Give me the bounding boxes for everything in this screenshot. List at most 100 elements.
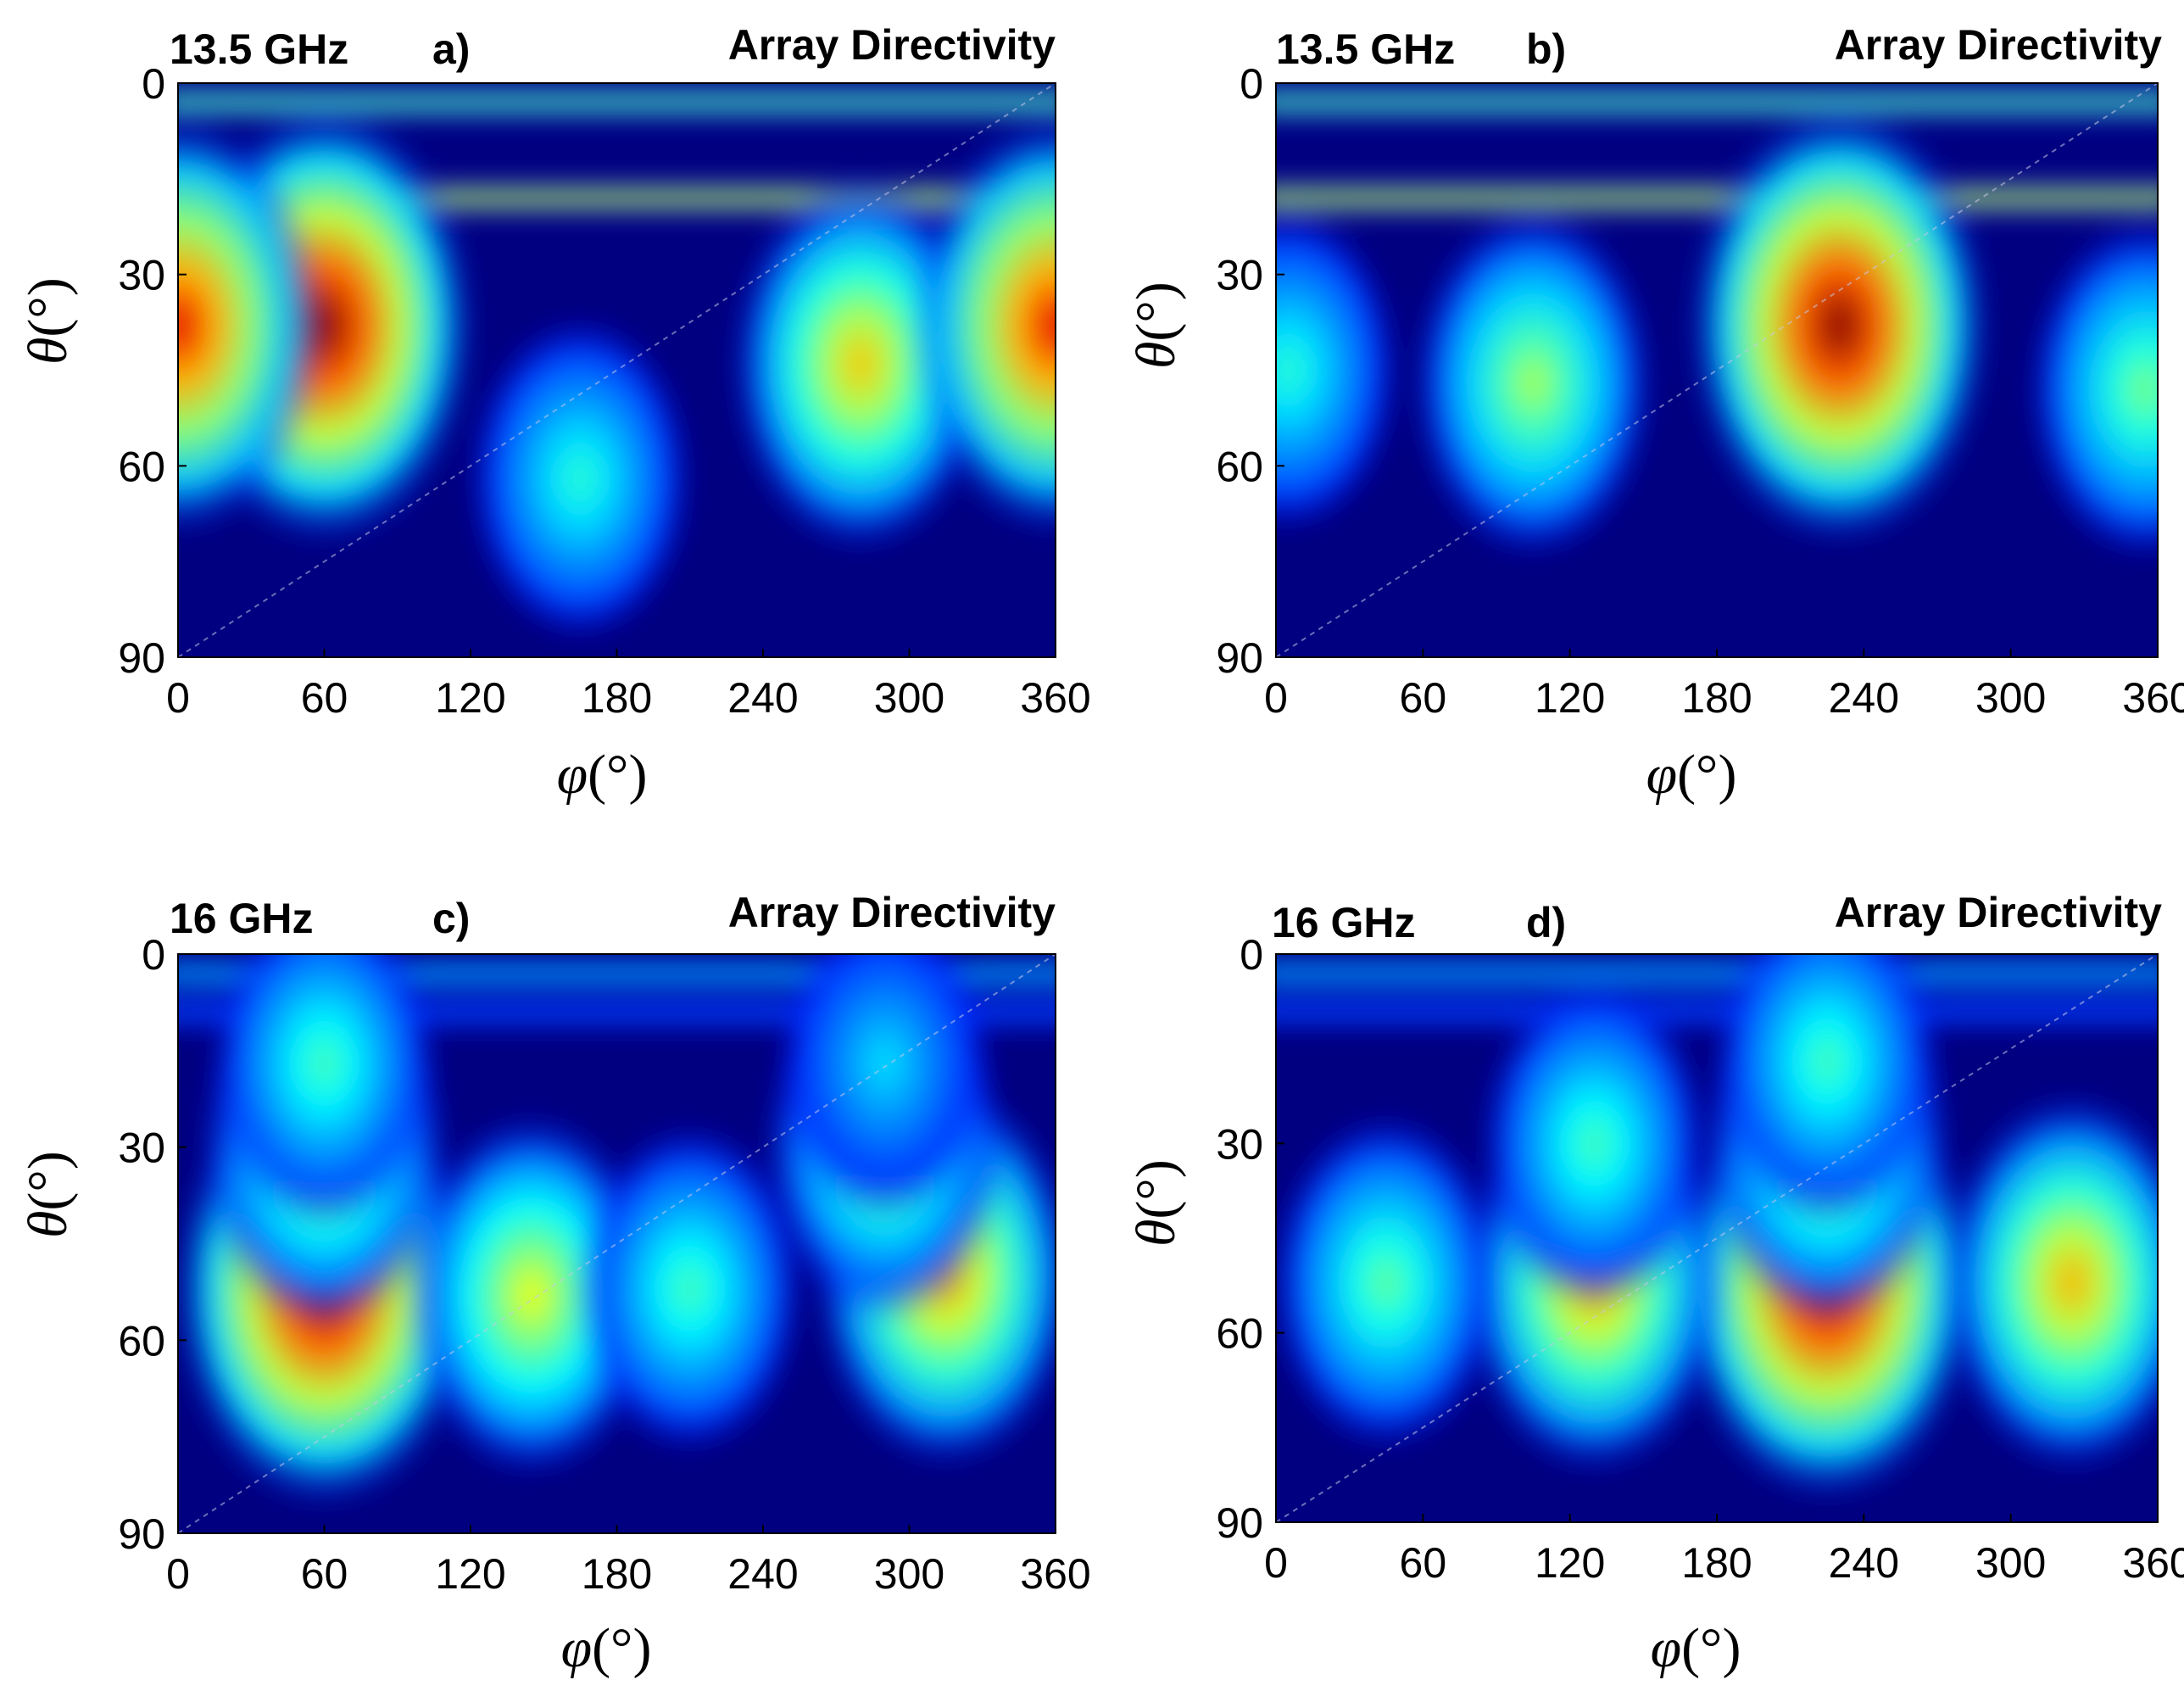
panel-a-xlabel: φ(°) (557, 744, 648, 806)
panel-a-diagonal (177, 82, 1056, 658)
panel-c-xtick-6: 360 (1020, 1550, 1090, 1598)
panel-a-lobe-4 (178, 114, 324, 537)
panel-c-heatmap: 0 60 120 180 240 300 360 0 30 60 90 (118, 931, 1090, 1598)
panel-a: 13.5 GHz a) Array Directivity 0 60 120 180 2… (17, 21, 1091, 806)
panel-a-ytick-1: 30 (118, 252, 165, 299)
panel-a-xtick-1: 60 (301, 674, 348, 722)
panel-d-ylabel-symbol: θ (1125, 1219, 1187, 1247)
panel-b-ytick-2: 60 (1216, 443, 1263, 490)
panel-c-xlabel-symbol: φ (561, 1617, 593, 1679)
panel-d-frequency: 16 GHz (1272, 899, 1416, 946)
panel-c-ytick-2: 60 (118, 1317, 165, 1365)
panel-b-diagonal (1275, 82, 2159, 658)
panel-a-xlabel-unit: (°) (588, 744, 647, 806)
panel-d-ytick-0: 0 (1240, 931, 1263, 979)
panel-d-ylabel-unit: (°) (1125, 1159, 1187, 1219)
panel-d-ytick-1: 30 (1216, 1120, 1263, 1168)
panel-d-xlabel-unit: (°) (1681, 1617, 1741, 1679)
panel-b-title: Array Directivity (1835, 21, 2162, 69)
panel-d-lobe-2 (1940, 1091, 2158, 1473)
panel-b-xtick-6: 360 (2122, 674, 2184, 722)
panel-a-frequency: 13.5 GHz (170, 25, 348, 73)
panel-a-label: a) (432, 25, 470, 73)
panel-c-xtick-3: 180 (582, 1550, 652, 1598)
panel-c-lobe-2 (575, 1122, 805, 1455)
panel-a-ylabel-unit: (°) (17, 277, 79, 337)
panel-b-ylabel: θ(°) (1125, 282, 1187, 369)
panel-b-ylabel-symbol: θ (1125, 342, 1187, 369)
panel-b-frequency: 13.5 GHz (1276, 25, 1455, 73)
panel-c-frequency: 16 GHz (170, 895, 314, 942)
panel-d-xlabel: φ(°) (1651, 1617, 1741, 1679)
panel-c-label: c) (432, 895, 470, 942)
panel-d-diagonal (1275, 953, 2159, 1523)
panel-a-ytick-2: 60 (118, 443, 165, 490)
panel-c-ylabel: θ(°) (17, 1151, 79, 1238)
panel-b-ytick-0: 0 (1240, 60, 1263, 108)
panel-c-xtick-0: 0 (166, 1550, 190, 1598)
panel-b-band-0 (1276, 83, 2158, 126)
panel-d-xtick-2: 120 (1535, 1539, 1605, 1587)
panel-b-xtick-2: 120 (1535, 674, 1605, 722)
panel-b-xtick-3: 180 (1681, 674, 1752, 722)
panel-a-title: Array Directivity (728, 21, 1056, 69)
panel-b-xtick-1: 60 (1400, 674, 1447, 722)
panel-a-xtick-6: 360 (1020, 674, 1090, 722)
panel-b-lobe-2 (2027, 218, 2158, 561)
panel-d-label: d) (1526, 899, 1566, 946)
panel-c-xtick-2: 120 (435, 1550, 505, 1598)
panel-a-heatmap: 0 60 120 180 240 300 360 0 30 60 90 (118, 60, 1090, 722)
panel-b-xtick-5: 300 (1975, 674, 2046, 722)
panel-d-lobe-3 (1276, 1113, 1503, 1452)
panel-d-xtick-4: 240 (1829, 1539, 1899, 1587)
panel-a-ylabel-symbol: θ (17, 338, 79, 365)
panel-a-xtick-4: 240 (727, 674, 798, 722)
panel-d-lobe-6 (1712, 954, 1942, 1228)
panel-b: 13.5 GHz b) Array Directivity 0 60 120 180 2… (1125, 21, 2184, 806)
panel-c-xlabel-unit: (°) (592, 1617, 651, 1679)
panel-d-ytick-2: 60 (1216, 1310, 1263, 1358)
panel-c-diagonal (177, 953, 1056, 1534)
panel-a-xtick-5: 300 (874, 674, 944, 722)
panel-c-lobe-7 (777, 954, 994, 1219)
panel-b-xlabel: φ(°) (1646, 744, 1737, 806)
panel-b-xtick-4: 240 (1829, 674, 1899, 722)
panel-b-ytick-3: 90 (1216, 634, 1263, 682)
panel-b-lobe-0 (1686, 104, 1992, 546)
panel-b-lobe-3 (1276, 207, 1401, 533)
panel-b-ytick-1: 30 (1216, 252, 1263, 299)
panel-c-lobe-6 (209, 954, 439, 1230)
panel-d-xlabel-symbol: φ (1651, 1617, 1682, 1679)
panel-d-xtick-6: 360 (2122, 1539, 2184, 1587)
panel-d-lobe-5 (1479, 977, 1710, 1309)
panel-c: 16 GHz c) Array Directivity 0 60 120 180 240… (17, 889, 1091, 1679)
panel-d-heatmap: 0 60 120 180 240 300 360 0 30 60 90 (1216, 931, 2184, 1587)
panel-a-ytick-3: 90 (118, 634, 165, 682)
panel-d-ytick-3: 90 (1216, 1499, 1263, 1547)
panel-c-ytick-0: 0 (142, 931, 165, 979)
panel-d-xtick-5: 300 (1975, 1539, 2046, 1587)
panel-b-xtick-0: 0 (1264, 674, 1288, 722)
panel-d-xtick-3: 180 (1681, 1539, 1752, 1587)
panel-d: 16 GHz d) Array Directivity 0 60 120 180 240… (1125, 889, 2184, 1679)
panel-d-title: Array Directivity (1835, 889, 2162, 936)
panel-b-xlabel-symbol: φ (1646, 744, 1678, 806)
panel-c-ytick-1: 30 (118, 1125, 165, 1172)
panel-c-title: Array Directivity (728, 889, 1056, 936)
panel-d-ylabel: θ(°) (1125, 1159, 1187, 1247)
panel-a-ytick-0: 0 (142, 60, 165, 108)
panel-b-lobe-1 (1411, 207, 1655, 559)
panel-c-xlabel: φ(°) (561, 1617, 652, 1679)
panel-c-xtick-4: 240 (727, 1550, 798, 1598)
panel-c-ylabel-unit: (°) (17, 1151, 79, 1210)
panel-c-xtick-5: 300 (874, 1550, 944, 1598)
panel-a-xlabel-symbol: φ (557, 744, 588, 806)
panel-c-ylabel-symbol: θ (17, 1211, 79, 1238)
panel-a-xtick-3: 180 (582, 674, 652, 722)
panel-b-ylabel-unit: (°) (1125, 282, 1187, 341)
panel-b-xlabel-unit: (°) (1677, 744, 1736, 806)
panel-b-heatmap: 0 60 120 180 240 300 360 0 30 60 90 (1216, 60, 2184, 722)
panel-a-lobe-3 (910, 114, 1056, 537)
panel-a-ylabel: θ(°) (17, 277, 79, 365)
